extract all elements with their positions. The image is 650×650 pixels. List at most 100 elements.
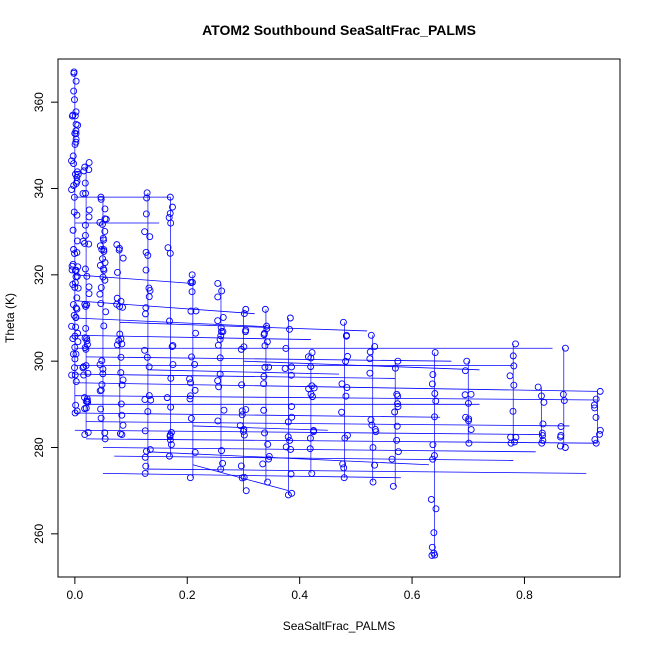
series-line [74,429,542,435]
data-point [461,367,469,375]
data-point [119,376,127,384]
data-point [432,505,440,513]
data-point [72,313,80,321]
data-point [218,287,226,295]
data-point [73,294,81,302]
data-point [287,470,295,478]
data-point [265,363,273,371]
data-point [371,343,379,350]
data-point [592,413,600,421]
data-point [344,352,352,360]
x-axis-label: SeaSaltFrac_PALMS [283,619,396,633]
data-point [238,381,246,389]
data-point [101,429,109,437]
data-point [68,186,75,193]
data-point [167,441,175,448]
data-point [282,344,290,352]
data-point [165,214,173,221]
data-point [166,317,173,325]
data-point [146,233,154,241]
data-point [100,322,108,330]
data-point [69,152,77,160]
data-point [242,305,250,313]
data-point [68,322,76,330]
data-point [240,343,248,351]
data-point [263,338,271,346]
data-point [540,398,548,406]
data-point [308,469,316,477]
data-point [187,379,195,387]
data-point [394,403,402,410]
data-point [465,439,473,447]
data-point [117,353,125,361]
data-point [163,394,171,402]
y-tick-label: 320 [32,265,46,285]
data-point [512,433,520,441]
data-point [287,371,295,379]
data-point [242,326,250,334]
data-point [74,284,82,292]
data-point [561,444,569,451]
data-point [100,246,108,253]
data-point [338,408,346,416]
data-point [394,357,402,365]
data-point [284,433,292,441]
data-point [116,430,124,438]
data-point [429,455,437,463]
data-point [432,397,440,405]
data-point [220,406,228,414]
data-point [284,491,292,499]
data-point [462,413,470,421]
data-point [236,422,244,430]
data-point [71,96,78,104]
data-point [71,343,79,351]
x-axis: 0.0 0.2 0.4 0.6 0.8 [67,576,533,602]
data-point [97,386,105,394]
data-point [261,429,269,437]
data-point [97,414,105,422]
data-point [141,228,149,236]
data-point [82,325,90,332]
data-point [340,474,348,482]
data-point [99,370,107,378]
data-point [96,242,104,250]
data-point [68,262,76,270]
data-point [308,349,316,356]
data-point [85,290,93,298]
data-point [74,338,82,346]
data-point [539,436,547,444]
data-point [81,179,89,187]
series-line [243,360,480,371]
data-point [591,404,599,412]
data-point [366,369,374,377]
data-point [288,403,296,410]
data-point [261,363,269,371]
data-point [72,138,80,146]
data-point [70,87,78,95]
data-point [145,284,153,292]
series-line [102,447,536,453]
data-point [467,426,475,434]
data-point [167,403,175,411]
data-point [85,206,93,214]
data-point [342,392,350,400]
data-point [81,163,89,171]
data-point [263,325,271,332]
data-point [591,436,599,444]
data-point [70,246,78,253]
data-point [70,350,77,358]
data-point [463,357,471,365]
data-point [288,489,296,497]
data-point [96,290,104,298]
data-point [97,405,105,413]
data-point [84,428,92,436]
data-point [69,301,77,309]
data-point [141,396,149,404]
data-point [72,120,80,128]
data-point [70,208,78,216]
data-point [70,311,78,319]
data-point [188,288,196,296]
data-point [97,300,105,308]
